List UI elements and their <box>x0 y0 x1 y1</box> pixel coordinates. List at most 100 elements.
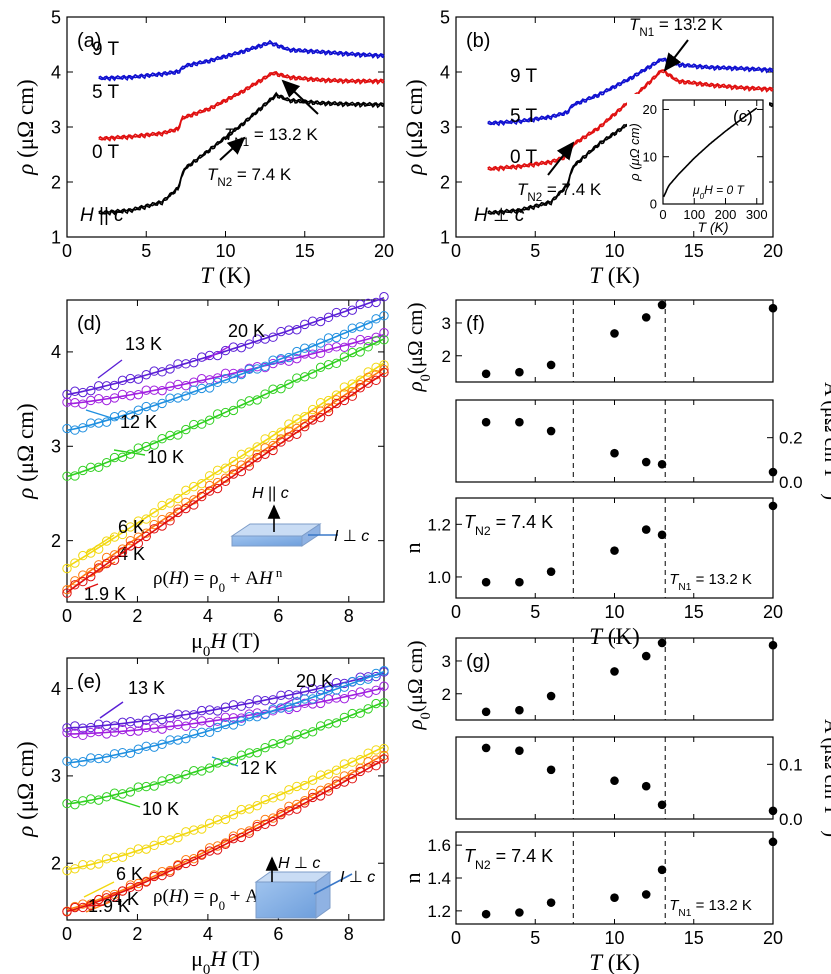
data-point <box>70 758 80 768</box>
data-point-n <box>641 890 651 899</box>
y-tick-label: 1.2 <box>427 515 451 534</box>
data-point-rho0 <box>657 300 667 310</box>
series-label: 5 T <box>92 82 120 103</box>
data-point <box>101 558 112 569</box>
y-tick-label: 1.4 <box>427 869 451 888</box>
data-point <box>70 799 80 810</box>
data-point-rho0 <box>657 638 667 648</box>
fit-line-13K <box>66 672 385 729</box>
fit-line-1.9K <box>66 372 385 594</box>
tn2-annotation: TN2 = 7.4 K <box>207 165 292 189</box>
data-point <box>323 406 334 417</box>
data-point <box>212 706 223 716</box>
data-point <box>236 701 247 711</box>
y-tick-label: 0.2 <box>779 429 803 448</box>
panel-tag: (b) <box>466 30 490 52</box>
data-point <box>315 689 326 700</box>
slab-side <box>315 871 331 919</box>
data-point <box>197 716 207 726</box>
data-point <box>109 721 120 731</box>
tn1-label: TN1 = 13.2 K <box>669 897 752 919</box>
data-point <box>117 547 128 557</box>
series-line-9T <box>98 39 385 80</box>
data-point <box>339 395 350 406</box>
inset-tag: (c) <box>733 107 753 126</box>
series-leader <box>204 345 231 361</box>
data-point <box>284 379 294 389</box>
data-point <box>149 508 159 518</box>
series-leader <box>85 901 111 913</box>
y-tick-label: 0.0 <box>779 810 803 829</box>
data-point-A <box>515 746 524 755</box>
fit-line-6K <box>66 746 385 871</box>
tn2-label: TN2 = 7.4 K <box>464 512 553 538</box>
tn1-arrow <box>663 39 689 72</box>
data-point <box>260 389 270 399</box>
inset-x-label: T (K) <box>697 219 728 235</box>
y-tick-label: 1 <box>440 227 450 247</box>
sketch-current-label: I ⊥ c <box>340 869 375 886</box>
y-label-A: A (μΩ cm T−n) <box>820 719 831 837</box>
field-direction-label: H ⊥ c <box>474 205 525 226</box>
data-point-rho0 <box>641 651 651 661</box>
series-label: 6 K <box>118 517 145 537</box>
data-point-n <box>546 567 556 576</box>
data-point-A <box>768 467 778 477</box>
data-point-rho0 <box>515 367 524 377</box>
data-point <box>165 498 175 508</box>
data-point-n <box>610 546 619 555</box>
data-point <box>157 724 167 734</box>
series-label: 20 K <box>296 671 333 691</box>
data-point <box>181 424 191 435</box>
data-point <box>181 503 191 514</box>
x-axis-label: μ0H (T) <box>191 946 260 974</box>
data-point <box>379 681 389 691</box>
data-point-n <box>481 577 491 587</box>
series-label: 13 K <box>128 678 165 698</box>
data-point <box>355 383 365 393</box>
x-axis-label: T (K) <box>589 263 639 288</box>
panel-b: 0 5 10 15 20 1 2 3 4 5 9 T 5 T 0 T (b) H ⊥ c TN1 = 13.2… <box>402 7 783 288</box>
data-point <box>220 476 231 486</box>
data-point <box>165 516 175 526</box>
data-point-A <box>610 448 619 458</box>
data-point <box>125 522 136 532</box>
x-tick-label: 5 <box>530 241 540 261</box>
series-label: 10 K <box>147 447 184 467</box>
data-point <box>212 483 223 494</box>
data-point <box>189 500 199 510</box>
series-label: 0 T <box>92 142 120 163</box>
data-point-A <box>546 426 556 436</box>
data-point <box>363 342 373 352</box>
data-point <box>212 377 223 388</box>
data-point-A <box>546 765 556 775</box>
x-axis-label: T (K) <box>589 950 639 974</box>
y-label-rho0: ρ0(μΩ cm) <box>403 641 434 731</box>
inset-field-label: μ0H = 0 T <box>692 183 745 201</box>
data-point <box>141 370 151 380</box>
data-point-A <box>657 800 667 810</box>
x-tick-label: 10 <box>604 928 624 948</box>
data-point <box>133 726 144 736</box>
tn2-arrow <box>219 136 246 161</box>
data-point <box>70 558 80 568</box>
data-point-n <box>515 577 524 587</box>
series-label: 10 K <box>142 799 179 819</box>
data-point <box>371 375 381 386</box>
x-tick-label: 5 <box>141 241 151 261</box>
inset-curve <box>662 107 758 198</box>
panel-tag: (d) <box>77 313 101 335</box>
data-point <box>252 452 262 463</box>
sample-sketch <box>254 856 353 919</box>
data-point <box>244 828 254 838</box>
series-leader <box>85 409 119 421</box>
data-point <box>62 907 72 917</box>
y-tick-label: 20 <box>643 102 657 117</box>
y-tick-label: 3 <box>51 766 61 786</box>
x-tick-label: 0 <box>62 241 72 261</box>
plot-frame <box>66 657 385 921</box>
y-label-n: n <box>400 543 425 554</box>
x-tick-label: 0 <box>62 606 72 626</box>
